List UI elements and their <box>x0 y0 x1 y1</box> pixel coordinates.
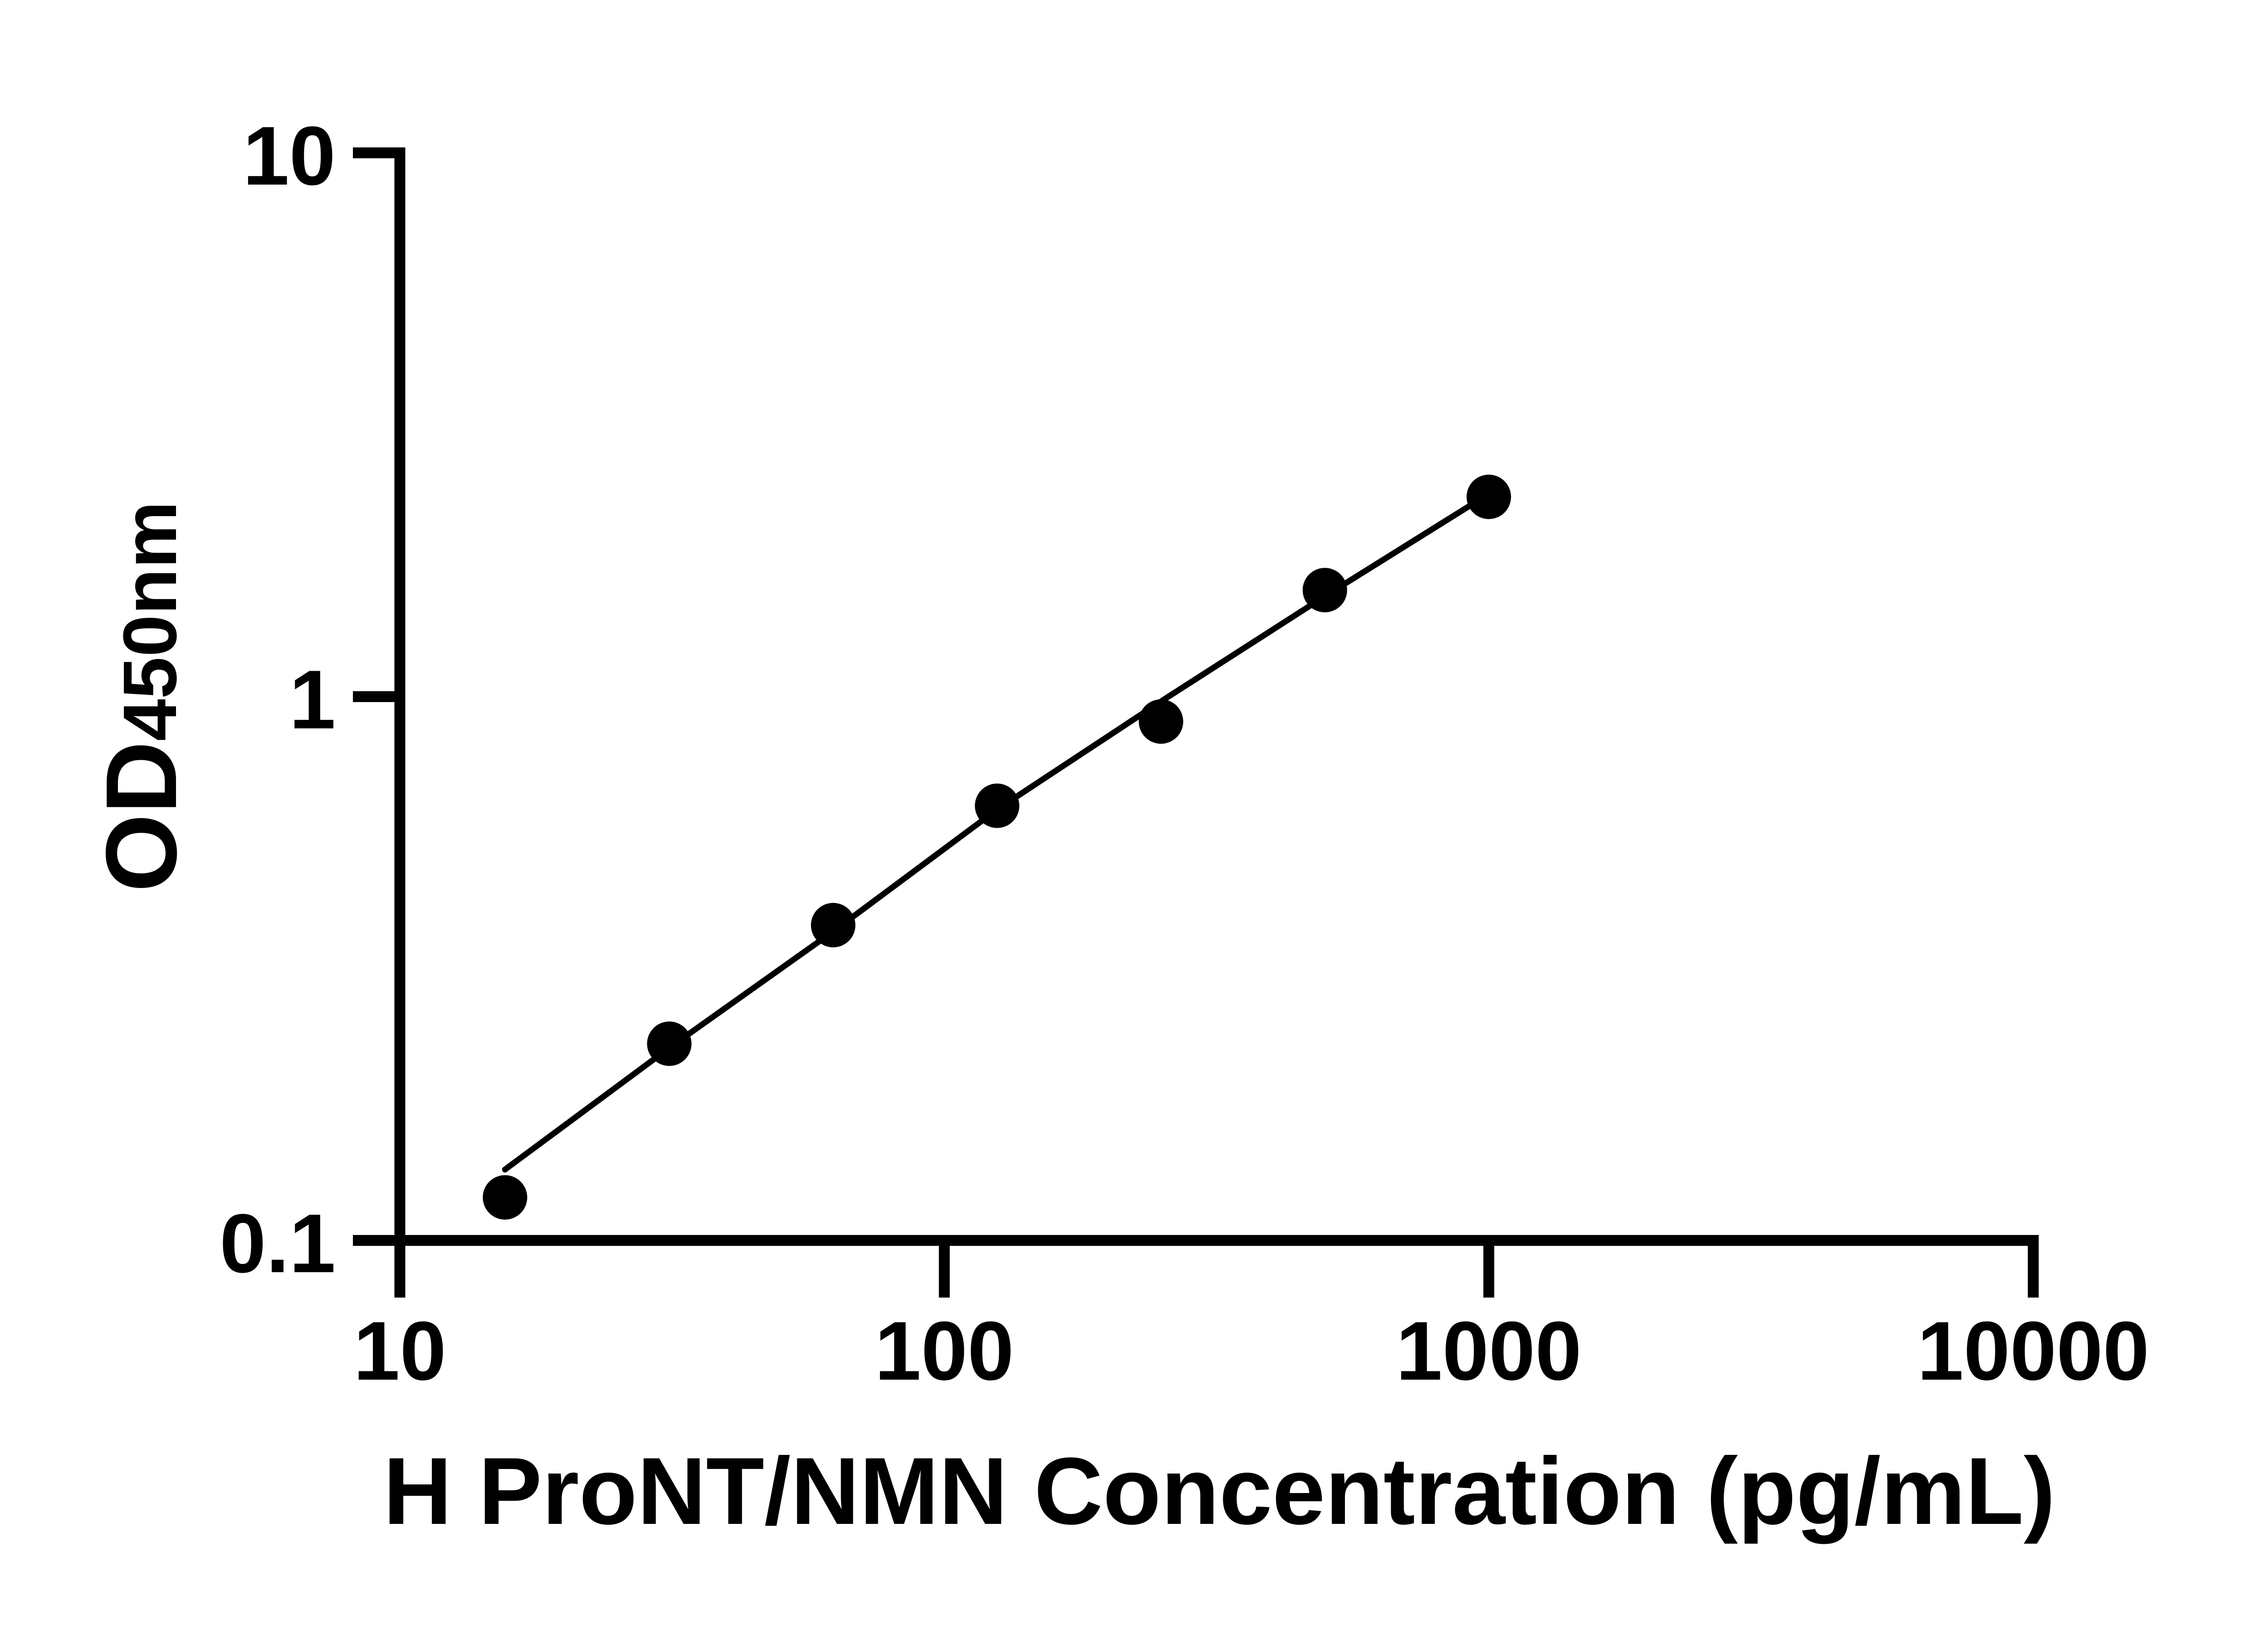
x-tick <box>1483 1235 1495 1298</box>
y-tick <box>353 691 406 702</box>
y-axis-title-main: OD <box>85 741 198 892</box>
x-tick-label: 100 <box>875 1304 1014 1397</box>
x-tick <box>2028 1235 2039 1298</box>
data-point <box>1466 474 1511 519</box>
x-tick <box>938 1235 950 1298</box>
y-tick <box>353 147 406 158</box>
x-tick <box>394 1235 406 1298</box>
data-point <box>975 783 1020 828</box>
x-tick-label: 10000 <box>1917 1304 2150 1397</box>
y-axis-title: OD450nm <box>85 501 198 892</box>
y-tick-label: 10 <box>243 109 336 202</box>
x-axis-line <box>394 1235 2038 1246</box>
y-axis-title-sub: 450nm <box>108 501 192 741</box>
data-points-layer <box>483 474 1511 1220</box>
x-axis-title: H ProNT/NMN Concentration (pg/mL) <box>383 1438 2055 1544</box>
data-point <box>811 903 855 947</box>
data-point <box>483 1175 528 1220</box>
x-tick-label: 1000 <box>1396 1304 1581 1397</box>
data-point <box>1302 568 1347 613</box>
data-point <box>1139 699 1183 744</box>
x-tick-label: 10 <box>353 1304 446 1397</box>
data-point <box>647 1021 692 1066</box>
y-tick-label: 0.1 <box>220 1196 336 1290</box>
y-tick-label: 1 <box>289 653 336 746</box>
